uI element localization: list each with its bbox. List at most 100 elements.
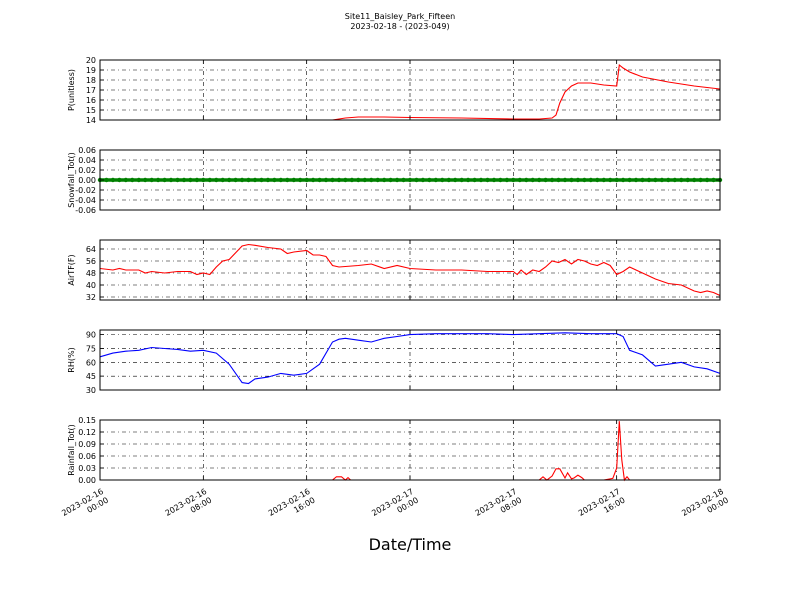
- data-point: [356, 177, 361, 183]
- y-tick-label: 45: [86, 372, 96, 381]
- y-tick-label: 32: [86, 293, 96, 302]
- data-point: [537, 177, 542, 183]
- data-point: [246, 177, 251, 183]
- data-point: [427, 177, 432, 183]
- data-point: [582, 177, 587, 183]
- y-axis-label: Snowfall_Tot(): [67, 152, 76, 208]
- y-tick-label: 0.02: [78, 166, 96, 175]
- y-tick-label: 0.15: [78, 416, 96, 425]
- data-point: [711, 177, 716, 183]
- data-point: [530, 177, 535, 183]
- data-point: [588, 177, 593, 183]
- data-point: [388, 177, 393, 183]
- data-point: [704, 177, 710, 183]
- data-point: [685, 177, 690, 183]
- data-point: [608, 177, 613, 183]
- data-point: [375, 177, 380, 183]
- data-point: [679, 177, 684, 183]
- data-point: [569, 177, 574, 183]
- y-tick-label: 0.06: [78, 452, 96, 461]
- y-tick-label: 16: [86, 96, 96, 105]
- data-point: [278, 177, 283, 183]
- data-point: [472, 177, 477, 183]
- data-point: [330, 177, 335, 183]
- data-point: [181, 177, 187, 183]
- data-point: [601, 177, 606, 183]
- y-tick-label: 48: [86, 269, 96, 278]
- y-tick-label: 0.12: [78, 428, 96, 437]
- y-tick-label: 0.00: [78, 476, 96, 485]
- data-point: [562, 177, 568, 183]
- data-point: [407, 177, 413, 183]
- data-point: [117, 177, 122, 183]
- data-point: [420, 177, 426, 183]
- data-point: [291, 177, 296, 183]
- data-point: [298, 177, 303, 183]
- data-point: [511, 177, 516, 183]
- x-tick-label: 2023-02-1600:00: [60, 487, 110, 527]
- data-point: [336, 177, 342, 183]
- y-axis-label: RH(%): [67, 347, 76, 372]
- data-point: [659, 177, 665, 183]
- data-point: [414, 177, 419, 183]
- data-point: [136, 177, 141, 183]
- data-point: [433, 177, 438, 183]
- y-tick-label: 64: [86, 245, 96, 254]
- data-point: [233, 177, 238, 183]
- data-point: [227, 177, 232, 183]
- data-point: [485, 177, 490, 183]
- data-point: [343, 177, 348, 183]
- data-point: [323, 177, 329, 183]
- y-tick-label: 40: [86, 281, 96, 290]
- y-tick-label: 30: [86, 386, 96, 395]
- data-point: [453, 177, 458, 183]
- data-point: [543, 177, 548, 183]
- data-point: [672, 177, 677, 183]
- x-tick-label: 2023-02-1700:00: [370, 487, 420, 527]
- data-point: [491, 177, 497, 183]
- y-axis-label: Rainfall_Tot(): [67, 424, 76, 476]
- data-point: [130, 177, 135, 183]
- data-point: [498, 177, 503, 183]
- y-tick-label: 0.04: [78, 156, 96, 165]
- data-point: [104, 177, 109, 183]
- data-point: [285, 177, 290, 183]
- data-point: [524, 177, 529, 183]
- y-tick-label: 0.06: [78, 146, 96, 155]
- data-point: [239, 177, 245, 183]
- data-point: [692, 177, 697, 183]
- data-point: [369, 177, 374, 183]
- data-point: [220, 177, 225, 183]
- data-point: [401, 177, 406, 183]
- y-tick-label: 75: [86, 344, 96, 353]
- data-point: [666, 177, 671, 183]
- y-tick-label: 90: [86, 331, 96, 340]
- data-point: [168, 177, 174, 183]
- data-point: [459, 177, 464, 183]
- data-point: [382, 177, 387, 183]
- data-point: [252, 177, 258, 183]
- data-point: [162, 177, 167, 183]
- data-point: [155, 177, 161, 183]
- y-axis-label: AirTF(F): [67, 254, 76, 285]
- data-point: [310, 177, 316, 183]
- data-point: [440, 177, 445, 183]
- data-point: [627, 177, 632, 183]
- series-line: [99, 332, 721, 385]
- chart-subtitle: 2023-02-18 - (2023-049): [350, 22, 449, 31]
- data-point: [317, 177, 322, 183]
- data-point: [175, 177, 180, 183]
- y-tick-label: -0.06: [75, 206, 96, 215]
- y-axis-label: P(unitless): [67, 69, 76, 111]
- data-point: [123, 177, 128, 183]
- x-axis-ticks: 2023-02-1600:00 2023-02-1608:00 2023-02-16…: [60, 487, 730, 527]
- data-point: [575, 177, 581, 183]
- data-point: [207, 177, 212, 183]
- x-tick-label: 2023-02-1708:00: [474, 487, 524, 527]
- data-point: [614, 177, 619, 183]
- data-point: [646, 177, 652, 183]
- data-point: [259, 177, 264, 183]
- y-tick-label: 0.00: [78, 176, 96, 185]
- data-point: [620, 177, 626, 183]
